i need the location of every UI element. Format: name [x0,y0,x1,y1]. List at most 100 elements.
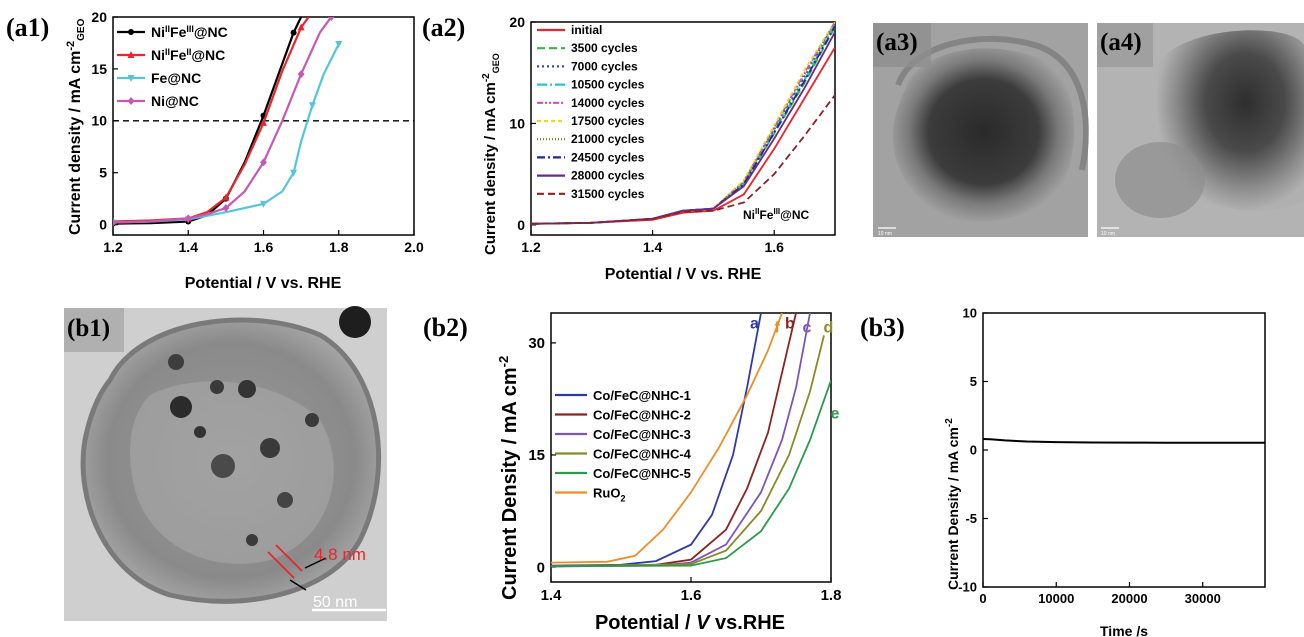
legend-label: 3500 cycles [571,41,638,55]
plot-area-b3: 0 10000 20000 30000 -10 -5 0 5 10 [958,306,1266,606]
legend-label: Co/FeC@NHC-5 [593,466,691,481]
axis-ticks-b3: 0 10000 20000 30000 -10 -5 0 5 10 [958,306,1221,606]
legend-label: initial [571,23,602,37]
legend-label: Co/FeC@NHC-4 [593,447,692,462]
x-tick-label: 1.6 [254,239,274,255]
plot-area-a2: 1.2 1.4 1.6 0 10 20 initial 3500 cycles 7000 cy… [509,14,836,255]
panel-tag-b3: (b3) [860,313,905,342]
legend-label: RuO2 [593,486,625,504]
legend-label: Co/FeC@NHC-2 [593,408,691,423]
x-tick-label: 1.4 [179,239,199,255]
y-tick-label: 5 [99,165,107,181]
series-line-Co/FeC@NHC-4 [551,335,825,568]
axis-ticks-a1: 1.2 1.4 1.6 1.8 2.0 0 5 10 15 20 [91,9,424,255]
thickness-marker-2 [275,544,303,572]
y-tick-label: 10 [963,306,977,321]
plot-frame-b3 [982,312,1266,588]
nanoparticle-4 [260,438,280,458]
x-tick-label: 1.8 [821,587,842,604]
legend-label: Ni@NC [151,93,199,109]
legend-label: 10500 cycles [571,78,645,92]
data-point-marker [222,193,230,201]
scale-label-a3: 10 nm [878,231,892,237]
x-tick-label: 1.6 [681,587,702,604]
curve-letter: a [750,316,759,333]
axis-ticks-a2: 1.2 1.4 1.6 0 10 20 [509,14,784,255]
legend-label: 7000 cycles [571,59,638,73]
y-axis-label-b3: Current Density / mA cm-2 [944,418,961,590]
x-tick-label: 20000 [1111,591,1147,606]
tag-bg-a3 [873,23,931,67]
legend-label-part: RuO [593,486,620,501]
x-axis-label-a2: Potential / V vs. RHE [605,266,762,283]
nanoparticle-1 [170,396,192,418]
nanoparticle-6 [168,354,184,370]
y-tick-label: 10 [509,115,525,131]
panel-b2: (b2) 1.4 1.6 1.8 0 15 30 a b c d e f Co/FeC@NHC-1 Co… [423,312,842,634]
legend-label-part: II [165,47,170,57]
y-tick-label: 10 [91,113,107,129]
plot-frame-a2 [530,21,836,236]
sample-annotation-a2: NiIIFeIII@NC [743,207,810,222]
legend-label-part: 2 [620,494,625,504]
data-point-marker [327,17,335,21]
particle-core-a3 [892,48,1075,222]
tag-bg-b1 [64,308,124,352]
legend-label-part: Ni [151,47,165,63]
series-line-RuO2 [551,313,783,564]
x-tick-label: 1.6 [764,239,784,255]
legend-label: Co/FeC@NHC-1 [593,388,691,403]
data-point-marker [127,51,135,58]
data-point-marker [222,204,230,213]
y-tick-label: 0 [970,443,977,458]
legend-label: 21000 cycles [571,132,645,146]
particle-secondary-a4 [1115,142,1205,218]
legend-label-part: II [165,24,170,34]
y-axis-label-a1: Current density / mA cm-2GEO [65,18,87,235]
data-point-marker [127,75,135,82]
series-group-a2 [531,22,835,225]
curve-letter: f [775,319,781,336]
x-tick-label: 30000 [1185,591,1221,606]
series-line-current [982,438,1265,444]
data-point-marker [297,23,305,31]
nanoparticle-7 [277,492,293,508]
legend-label: NiIIFeIII@NC [151,24,228,40]
legend-label: 31500 cycles [571,187,645,201]
scale-label-b1: 50 nm [313,594,357,611]
y-tick-label: 15 [91,61,107,77]
data-point-marker [184,214,192,223]
nanoparticle-3 [238,380,256,398]
legend-label: NiIIFeII@NC [151,47,225,63]
data-point-marker [290,29,297,36]
x-tick-label: 10000 [1038,591,1074,606]
legend-label-part: Ni [151,24,165,40]
data-point-marker [113,218,117,227]
panel-a2: (a2) 1.2 1.4 1.6 0 10 20 initial 3500 cycles 70… [422,13,836,283]
panel-a3: (a3) 10 nm [873,23,1089,237]
series-group-b3 [982,438,1265,444]
plot-area-b2: 1.4 1.6 1.8 0 15 30 a b c d e f Co/FeC@NHC-1 Co/FeC@… [528,312,842,604]
tag-bg-a4 [1097,23,1153,67]
legend-b2: a b c d e f Co/FeC@NHC-1 Co/FeC@NHC-2 Co/FeC@NHC… [555,316,840,504]
data-point-marker [335,40,343,48]
thickness-marker-1 [267,551,295,579]
panel-tag-a1: (a1) [6,13,49,42]
y-axis-label-a2: Current density / mA cm-2GEO [481,53,501,255]
x-tick-label: 1.2 [521,239,541,255]
nanoparticle-9 [305,413,319,427]
panel-tag-b2: (b2) [423,313,468,342]
y-axis-label-b2: Current Density / mA cm-2 [496,356,521,600]
curve-letter: e [831,405,840,422]
y-tick-label: 15 [528,447,545,464]
nanoparticle-11 [246,534,258,546]
panel-tag-b1: (b1) [67,315,110,342]
nanoparticle-2 [210,380,224,394]
legend-label-part: II [186,47,191,57]
y-tick-label: -5 [965,511,977,526]
y-tick-label: 5 [970,374,977,389]
series-group-b2 [551,313,831,568]
panel-b1: (b1) 4.8 nm 50 nm [64,306,387,621]
y-tick-label: 0 [537,559,545,576]
